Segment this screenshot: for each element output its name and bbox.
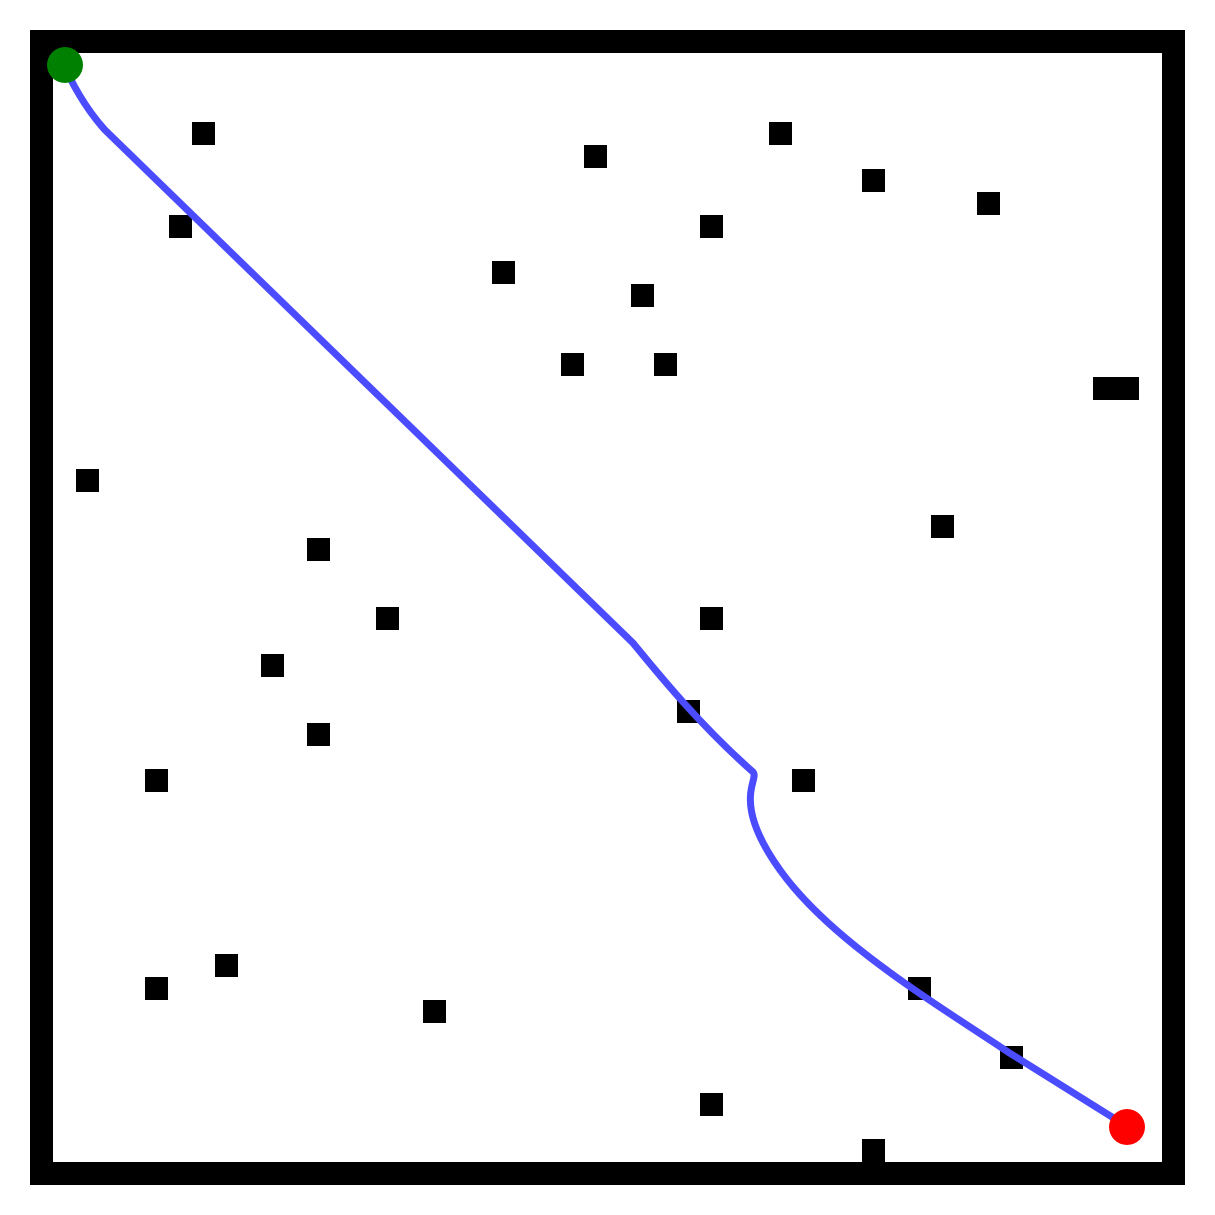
obstacle-block	[169, 215, 192, 238]
obstacle-block	[1093, 377, 1139, 400]
obstacle-block	[631, 284, 654, 307]
obstacles	[76, 122, 1139, 1162]
obstacle-block	[307, 723, 330, 746]
obstacle-block	[931, 515, 954, 538]
obstacle-block	[423, 1000, 446, 1023]
obstacle-block	[862, 169, 885, 192]
obstacle-block	[700, 1093, 723, 1116]
obstacle-block	[145, 769, 168, 792]
obstacle-block	[977, 192, 1000, 215]
start-marker	[47, 47, 83, 83]
boundary-wall	[30, 30, 1185, 1185]
obstacle-block	[307, 538, 330, 561]
obstacle-block	[584, 145, 607, 168]
obstacle-block	[862, 1139, 885, 1162]
obstacle-block	[492, 261, 515, 284]
obstacle-block	[654, 353, 677, 376]
obstacle-block	[769, 122, 792, 145]
obstacle-block	[700, 607, 723, 630]
obstacle-block	[215, 954, 238, 977]
goal-marker	[1109, 1109, 1145, 1145]
obstacle-block	[792, 769, 815, 792]
obstacle-block	[561, 353, 584, 376]
planned-path	[60, 60, 1124, 1126]
obstacle-block	[376, 607, 399, 630]
obstacle-block	[145, 977, 168, 1000]
obstacle-block	[261, 654, 284, 677]
obstacle-block	[700, 215, 723, 238]
obstacle-block	[192, 122, 215, 145]
obstacle-block	[76, 469, 99, 492]
